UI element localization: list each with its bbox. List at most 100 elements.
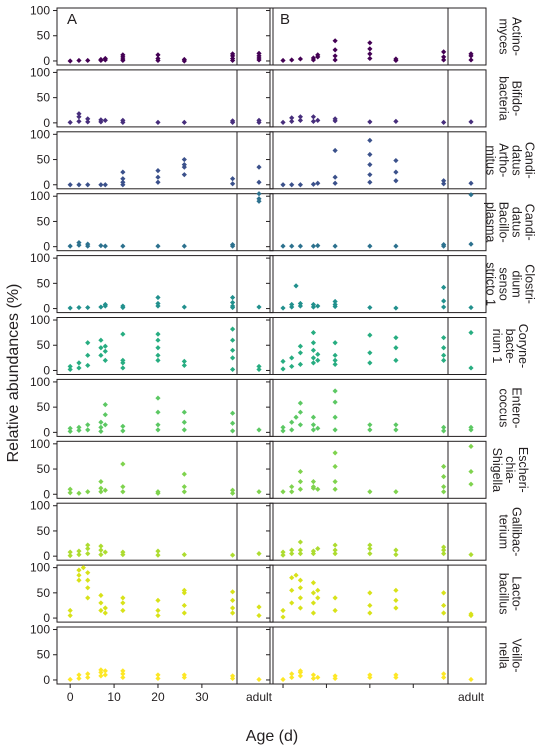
panel-frame xyxy=(269,131,487,190)
data-point xyxy=(102,668,108,674)
data-point xyxy=(155,345,161,351)
taxon-label-line: Shigella xyxy=(490,448,504,493)
data-point xyxy=(297,577,303,583)
panel-frame xyxy=(269,255,487,314)
data-point xyxy=(367,46,373,52)
panel-A-5: 0 50 100 xyxy=(30,313,274,377)
data-point xyxy=(315,243,321,249)
data-point xyxy=(67,612,73,619)
data-point xyxy=(102,182,108,188)
data-point xyxy=(393,157,399,164)
taxon-label: Gallibac-terium xyxy=(497,507,524,556)
data-point xyxy=(76,114,82,120)
data-point xyxy=(315,486,321,492)
data-point xyxy=(230,181,236,187)
panel-A-3: 0 50 100 xyxy=(30,189,274,254)
panel-A-8: 0 50 100 xyxy=(30,499,274,563)
data-point xyxy=(297,422,303,428)
panel-B-4 xyxy=(266,255,487,314)
panel-A-10: 0 50 100 xyxy=(30,623,274,687)
data-point xyxy=(120,671,126,677)
data-point xyxy=(76,365,82,371)
data-point xyxy=(332,607,338,614)
data-point xyxy=(120,461,126,467)
data-point xyxy=(230,326,236,332)
data-point xyxy=(310,301,317,308)
y-tick-label: 100 xyxy=(30,65,50,79)
data-point xyxy=(181,419,187,425)
data-point xyxy=(230,337,236,343)
data-point xyxy=(367,243,373,249)
data-point xyxy=(67,676,73,683)
data-point xyxy=(441,428,447,434)
data-point xyxy=(332,450,338,456)
data-point xyxy=(76,111,82,117)
data-point xyxy=(310,610,317,616)
taxon-label-line: Lacto- xyxy=(510,576,524,611)
data-point xyxy=(367,151,373,158)
data-point xyxy=(230,487,236,493)
data-point xyxy=(393,552,399,558)
data-point xyxy=(67,58,73,64)
data-point xyxy=(102,303,108,309)
data-point xyxy=(332,174,338,180)
y-tick-label: 100 xyxy=(30,623,50,637)
data-point xyxy=(85,340,91,346)
data-point xyxy=(98,547,104,553)
data-point xyxy=(441,590,447,596)
data-point xyxy=(310,600,317,606)
y-tick-label: 0 xyxy=(43,487,50,501)
data-point xyxy=(280,182,286,188)
data-point xyxy=(367,360,373,366)
panel-frame xyxy=(56,7,274,66)
taxon-label: Coryne-bacte-rium 1 xyxy=(490,324,530,368)
taxon-label-line: Bifido- xyxy=(510,81,524,116)
data-point xyxy=(289,419,295,425)
data-point xyxy=(280,119,286,125)
data-point xyxy=(332,427,338,433)
data-point xyxy=(155,174,161,180)
data-point xyxy=(297,243,303,249)
data-point xyxy=(155,597,161,604)
y-tick-label: 0 xyxy=(43,116,50,130)
data-point xyxy=(297,595,303,601)
data-point xyxy=(230,355,236,361)
data-point xyxy=(85,241,91,247)
data-point xyxy=(280,57,286,64)
data-point xyxy=(155,119,161,125)
data-point xyxy=(441,242,447,248)
data-point xyxy=(120,595,126,601)
data-point xyxy=(230,589,236,595)
panel-B-7 xyxy=(266,440,487,499)
data-point xyxy=(310,672,317,678)
data-point xyxy=(332,547,338,553)
data-point xyxy=(85,116,91,122)
data-point xyxy=(310,548,317,554)
data-point xyxy=(332,399,338,405)
data-point xyxy=(367,422,373,428)
y-tick-label: 50 xyxy=(37,338,51,352)
taxon-label-line: senso xyxy=(497,267,511,300)
data-point xyxy=(310,590,317,596)
data-point xyxy=(155,607,161,614)
data-point xyxy=(181,610,187,616)
data-point xyxy=(85,585,91,591)
data-point xyxy=(181,587,187,593)
data-point xyxy=(315,545,321,552)
data-point xyxy=(441,602,447,609)
data-point xyxy=(441,352,447,358)
data-point xyxy=(120,600,126,606)
data-point xyxy=(315,117,321,123)
data-point xyxy=(155,55,161,62)
data-point xyxy=(393,243,399,249)
data-point xyxy=(102,672,108,678)
data-point xyxy=(297,56,303,62)
data-point xyxy=(293,414,299,420)
data-point xyxy=(98,600,104,606)
data-point xyxy=(293,572,299,578)
data-point xyxy=(367,304,373,311)
data-point xyxy=(297,409,303,415)
taxon-label-line: plasma xyxy=(484,202,498,242)
